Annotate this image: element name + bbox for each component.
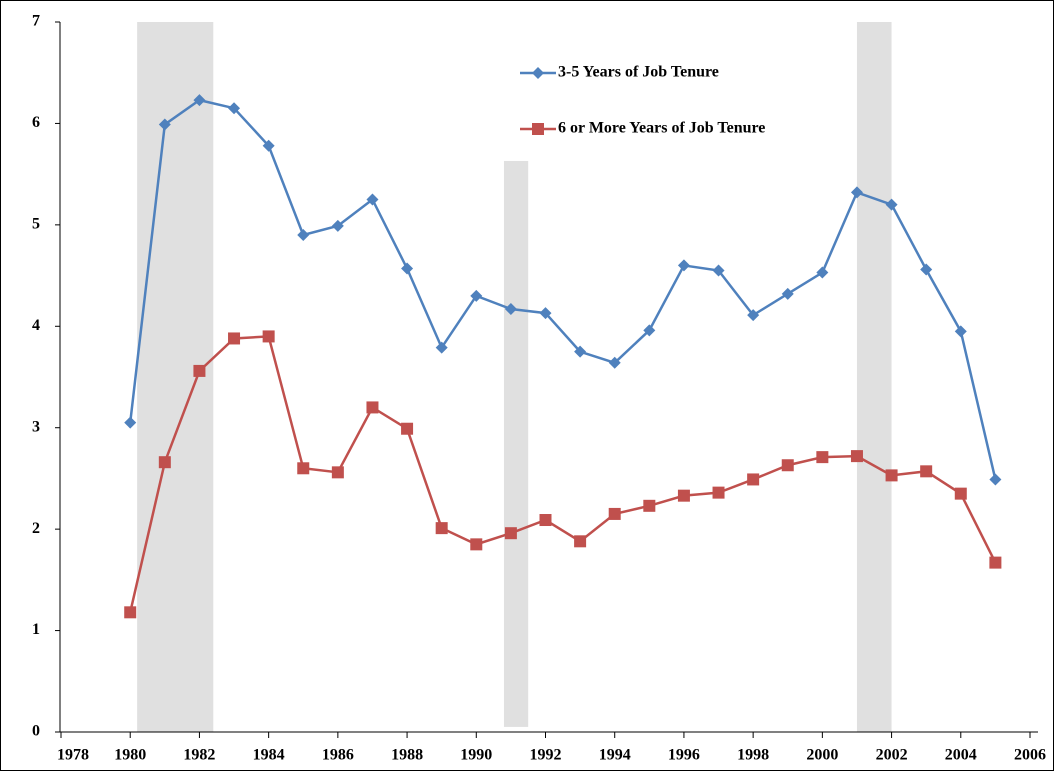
data-point: [366, 401, 379, 414]
data-point: [193, 94, 206, 107]
x-tick-label: 1990: [460, 747, 492, 764]
x-tick-label: 2000: [806, 747, 838, 764]
recession-band: [503, 160, 529, 727]
data-point: [643, 324, 656, 337]
data-point: [366, 193, 379, 206]
data-point: [470, 538, 483, 551]
data-point: [781, 459, 794, 472]
data-point: [228, 102, 241, 115]
data-point: [331, 466, 344, 479]
data-point: [643, 499, 656, 512]
legend-marker: [532, 67, 544, 79]
data-point: [920, 465, 933, 478]
data-point: [781, 287, 794, 300]
legend-marker: [532, 123, 544, 135]
data-point: [954, 487, 967, 500]
data-point: [193, 364, 206, 377]
recession-band: [137, 22, 214, 732]
y-tick-label: 2: [32, 520, 40, 537]
y-tick-label: 1: [32, 621, 40, 638]
data-point: [850, 450, 863, 463]
data-point: [297, 462, 310, 475]
x-tick-label: 1984: [253, 747, 285, 764]
x-tick-label: 1980: [114, 747, 146, 764]
x-tick-label: 2002: [876, 747, 908, 764]
y-tick-label: 4: [32, 317, 40, 334]
data-point: [297, 229, 310, 241]
recession-band: [856, 22, 892, 732]
data-point: [608, 507, 621, 520]
x-tick-label: 1994: [599, 747, 631, 764]
y-tick-label: 3: [32, 418, 40, 435]
x-tick-label: 1998: [737, 747, 769, 764]
x-tick-label: 2006: [1014, 747, 1046, 764]
data-point: [885, 469, 898, 482]
data-point: [677, 259, 690, 272]
x-tick-label: 2004: [945, 747, 977, 764]
data-point: [435, 341, 448, 354]
data-point: [712, 486, 725, 499]
data-point: [747, 473, 760, 486]
data-point: [989, 556, 1002, 569]
x-tick-label: 1988: [391, 747, 423, 764]
data-point: [920, 263, 933, 276]
data-point: [124, 416, 137, 429]
series-line: [128, 98, 997, 480]
data-point: [435, 522, 448, 535]
data-point: [228, 332, 241, 345]
data-point: [470, 289, 483, 302]
data-point: [504, 303, 517, 316]
data-point: [677, 489, 690, 502]
data-point: [401, 262, 414, 275]
y-tick-label: 0: [32, 723, 40, 740]
data-point: [262, 139, 275, 152]
data-point: [539, 307, 552, 320]
y-tick-label: 6: [32, 114, 40, 131]
data-point: [158, 118, 171, 131]
y-tick-label: 5: [32, 216, 40, 233]
x-tick-label: 1992: [530, 747, 562, 764]
data-point: [124, 606, 137, 619]
data-point: [989, 473, 1002, 486]
y-tick-label: 7: [32, 13, 40, 30]
x-tick-label: 1982: [183, 747, 215, 764]
data-point: [850, 186, 863, 199]
data-point: [401, 422, 414, 435]
data-point: [574, 345, 587, 358]
data-point: [331, 219, 344, 232]
data-point: [504, 527, 517, 540]
legend-label: 6 or More Years of Job Tenure: [558, 120, 765, 137]
data-point: [574, 535, 587, 548]
data-point: [712, 264, 725, 277]
data-point: [885, 198, 898, 211]
x-tick-label: 1986: [322, 747, 354, 764]
data-point: [158, 456, 171, 469]
x-tick-label: 1996: [668, 747, 700, 764]
data-point: [816, 266, 829, 279]
data-point: [539, 514, 552, 527]
data-point: [954, 325, 967, 338]
x-tick-label: 1978: [57, 747, 89, 764]
data-point: [747, 309, 760, 322]
data-point: [608, 356, 621, 369]
legend-label: 3-5 Years of Job Tenure: [558, 64, 719, 81]
data-point: [816, 451, 829, 464]
data-point: [262, 330, 275, 343]
